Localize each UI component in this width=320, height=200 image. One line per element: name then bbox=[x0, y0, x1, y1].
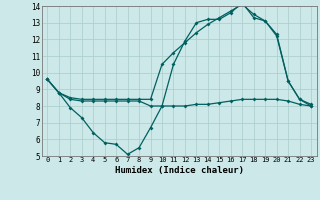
X-axis label: Humidex (Indice chaleur): Humidex (Indice chaleur) bbox=[115, 166, 244, 175]
